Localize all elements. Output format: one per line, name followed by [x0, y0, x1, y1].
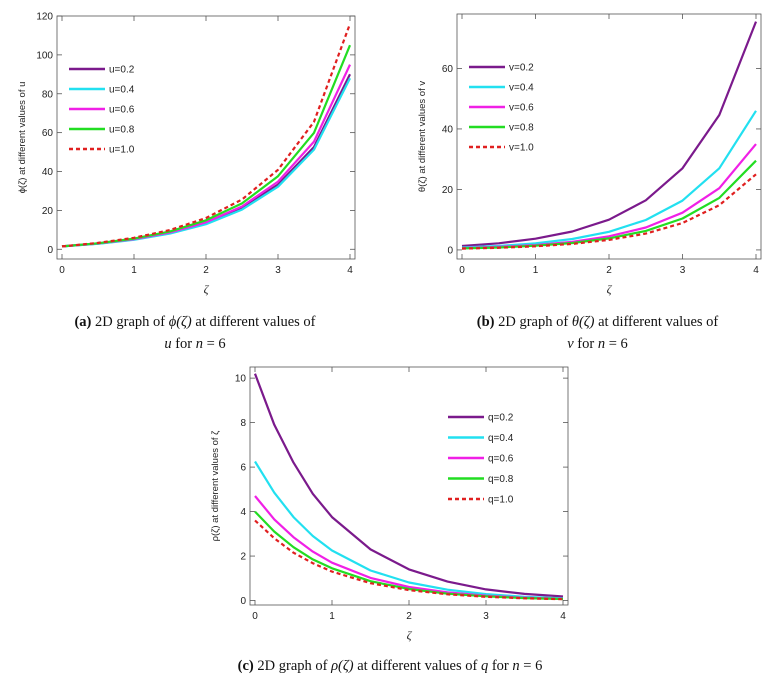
plot-frame — [456, 13, 762, 260]
caption-a-n: n — [195, 336, 203, 352]
caption-a-eq: = 6 — [206, 336, 226, 352]
legend-label: q=0.2 — [488, 413, 514, 424]
y-tick-label: 4 — [240, 507, 246, 518]
x-axis-label: ζ — [204, 282, 210, 296]
chart-c-svg: 0 1 2 3 4 0 2 4 6 8 10 ζ ρ(ζ) at different values of… — [210, 366, 569, 642]
series-line-q=1.0 — [254, 519, 564, 601]
chart-panel-c: 0 1 2 3 4 0 2 4 6 8 10 ζ ρ(ζ) at different values of… — [210, 355, 590, 655]
y-tick-label: 60 — [442, 64, 454, 75]
legend-label: v=0.8 — [509, 123, 534, 134]
legend-label: q=0.4 — [488, 433, 514, 444]
y-tick-label: 6 — [240, 463, 246, 474]
x-tick-label: 2 — [203, 265, 209, 276]
legend-label: q=0.6 — [488, 454, 514, 465]
caption-b-mid: at different values of — [598, 314, 719, 330]
series-line-q=0.4 — [254, 460, 564, 600]
y-tick-label: 8 — [240, 418, 246, 429]
caption-a-for: for — [175, 336, 193, 352]
y-tick-label: 60 — [42, 128, 54, 139]
x-tick-label: 0 — [252, 611, 258, 622]
x-tick-label: 1 — [329, 611, 335, 622]
x-tick-label: 2 — [606, 265, 612, 276]
legend-label: u=0.8 — [109, 125, 135, 136]
y-tick-label: 40 — [42, 167, 54, 178]
caption-b-tag: (b) — [476, 314, 495, 330]
series-line-v=0.4 — [461, 110, 757, 249]
legend-label: v=1.0 — [509, 143, 534, 154]
legend-label: v=0.6 — [509, 103, 534, 114]
caption-a-mid: at different values of — [195, 314, 316, 330]
caption-a: (a) 2D graph of ϕ(ζ) at different values… — [20, 311, 370, 355]
caption-c-for: for — [491, 658, 509, 674]
y-tick-label: 120 — [36, 12, 53, 23]
y-axis-label: ϕ(ζ) at different values of u — [17, 82, 28, 194]
y-tick-label: 40 — [442, 124, 454, 135]
series-line-u=1.0 — [61, 23, 352, 248]
y-tick-label: 100 — [36, 50, 53, 61]
caption-a-var: u — [164, 336, 172, 352]
chart-panel-b: 0 1 2 3 4 0 20 40 60 ζ θ(ζ) at different values of… — [395, 0, 778, 300]
y-tick-label: 2 — [240, 552, 246, 563]
caption-c: (c) 2D graph of ρ(ζ) at different values… — [140, 655, 640, 677]
chart-panel-a: 0 1 2 3 4 0 20 40 60 80 100 120 ζ ϕ(ζ) at different v… — [0, 0, 380, 300]
y-tick-label: 0 — [47, 245, 53, 256]
y-tick-label: 80 — [42, 89, 54, 100]
x-tick-label: 1 — [131, 265, 137, 276]
x-tick-label: 4 — [753, 265, 759, 276]
y-tick-label: 0 — [240, 596, 246, 607]
caption-c-eq: = 6 — [523, 658, 543, 674]
caption-b-n: n — [597, 336, 606, 352]
caption-b-eq: = 6 — [608, 336, 628, 352]
y-tick-label: 0 — [447, 245, 453, 256]
legend-label: v=0.4 — [509, 83, 534, 94]
x-axis-label: ζ — [607, 282, 613, 296]
legend-label: u=0.6 — [109, 105, 135, 116]
x-axis-label: ζ — [407, 628, 413, 642]
series-line-q=0.2 — [253, 373, 564, 598]
legend-label: q=1.0 — [488, 495, 514, 506]
x-tick-label: 3 — [680, 265, 686, 276]
caption-a-func: ϕ(ζ) — [168, 314, 192, 330]
series-line-v=0.2 — [461, 21, 758, 248]
x-tick-label: 0 — [459, 265, 465, 276]
series-line-v=1.0 — [461, 173, 757, 250]
caption-b-func: θ(ζ) — [571, 314, 595, 330]
caption-a-tag: (a) — [74, 314, 92, 330]
x-tick-label: 3 — [275, 265, 281, 276]
caption-c-var: q — [480, 658, 489, 674]
caption-b-var: v — [567, 336, 574, 352]
x-tick-label: 3 — [483, 611, 489, 622]
x-tick-label: 1 — [533, 265, 539, 276]
caption-c-tag: (c) — [237, 658, 254, 674]
caption-a-pre: 2D graph of — [95, 314, 166, 330]
legend-label: u=1.0 — [109, 145, 135, 156]
y-axis-label: ρ(ζ) at different values of ζ — [210, 430, 221, 542]
legend-label: u=0.2 — [109, 65, 135, 76]
legend-label: q=0.8 — [488, 474, 514, 485]
x-tick-label: 2 — [406, 611, 412, 622]
y-tick-label: 20 — [42, 206, 54, 217]
x-tick-label: 0 — [59, 265, 65, 276]
caption-c-n: n — [512, 658, 520, 674]
y-tick-label: 20 — [442, 185, 454, 196]
caption-c-mid: at different values of — [357, 658, 478, 674]
legend-label: v=0.2 — [509, 63, 534, 74]
y-axis-label: θ(ζ) at different values of v — [417, 81, 428, 192]
x-tick-label: 4 — [560, 611, 566, 622]
caption-b-for: for — [577, 336, 595, 352]
caption-c-func: ρ(ζ) — [331, 658, 354, 674]
series-line-u=0.8 — [61, 44, 352, 248]
legend-label: u=0.4 — [109, 85, 135, 96]
y-tick-label: 10 — [235, 374, 247, 385]
caption-c-pre: 2D graph of — [257, 658, 328, 674]
caption-b: (b) 2D graph of θ(ζ) at different values… — [425, 311, 770, 355]
x-tick-label: 4 — [347, 265, 353, 276]
caption-b-pre: 2D graph of — [498, 314, 569, 330]
